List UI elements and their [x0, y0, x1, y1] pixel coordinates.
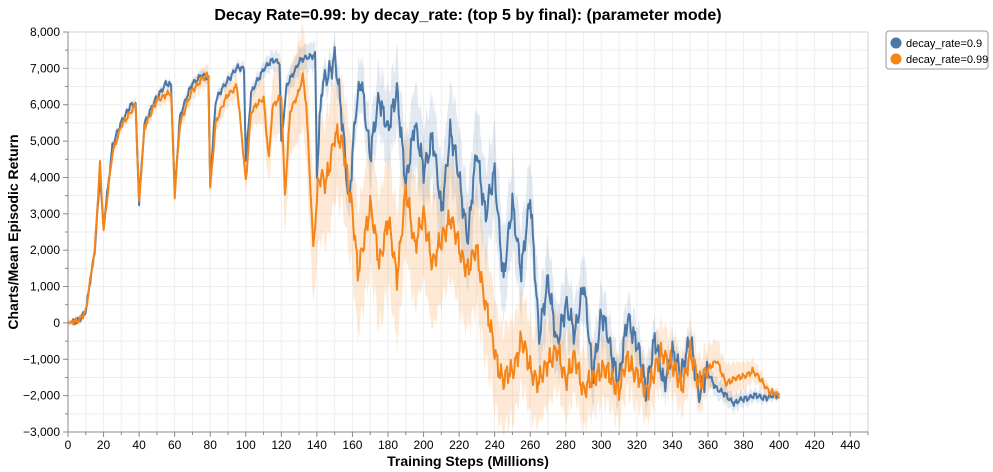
x-tick-label: 200 [414, 438, 434, 452]
x-tick-label: 420 [805, 438, 825, 452]
legend-swatch [890, 37, 902, 49]
series-line-decay-0-99 [67, 71, 781, 401]
x-tick-label: 400 [769, 438, 789, 452]
chart-title: Decay Rate=0.99: by decay_rate: (top 5 b… [214, 7, 721, 24]
x-tick-label: 40 [132, 438, 146, 452]
confidence-bands [68, 23, 780, 437]
x-tick-label: 260 [520, 438, 540, 452]
x-tick-label: 140 [307, 438, 327, 452]
y-tick-label: −3,000 [23, 425, 60, 439]
legend-label: decay_rate=0.9 [906, 38, 982, 50]
band-decay-0-9 [68, 30, 780, 421]
x-tick-label: 180 [378, 438, 398, 452]
legend: decay_rate=0.9 decay_rate=0.99 [885, 30, 989, 70]
y-tick-label: 2,000 [30, 243, 60, 257]
y-axis-title: Charts/Mean Episodic Return [5, 134, 21, 329]
x-tick-label: 60 [168, 438, 182, 452]
x-axis-title: Training Steps (Millions) [387, 453, 549, 469]
x-tick-label: 80 [204, 438, 218, 452]
x-tick-label: 20 [97, 438, 111, 452]
y-tick-label: 8,000 [30, 25, 60, 39]
legend-box [885, 30, 989, 70]
x-tick-label: 220 [449, 438, 469, 452]
y-tick-label: 5,000 [30, 134, 60, 148]
y-tick-label: −1,000 [23, 352, 60, 366]
y-tick-label: 4,000 [30, 170, 60, 184]
x-tick-label: 240 [485, 438, 505, 452]
x-tick-label: 320 [627, 438, 647, 452]
y-tick-label: 6,000 [30, 98, 60, 112]
axes: 0 20 40 60 80 100 120 140 160 180 200 220 240 260 280 3… [23, 25, 869, 452]
y-tick-label: 7,000 [30, 61, 60, 75]
x-tick-label: 0 [65, 438, 72, 452]
y-tick-label: 3,000 [30, 207, 60, 221]
x-tick-label: 100 [236, 438, 256, 452]
x-tick-label: 340 [662, 438, 682, 452]
x-tick-label: 300 [591, 438, 611, 452]
legend-swatch [890, 53, 902, 65]
band-decay-0-99 [68, 23, 780, 437]
x-tick-label: 440 [840, 438, 860, 452]
x-tick-label: 160 [342, 438, 362, 452]
y-tick-label: 1,000 [30, 280, 60, 294]
y-tick-label: 0 [53, 316, 60, 330]
x-tick-label: 360 [698, 438, 718, 452]
x-tick-label: 380 [734, 438, 754, 452]
x-tick-label: 120 [271, 438, 291, 452]
legend-label: decay_rate=0.99 [906, 54, 988, 66]
y-tick-label: −2,000 [23, 389, 60, 403]
x-tick-label: 280 [556, 438, 576, 452]
series-lines [67, 46, 781, 407]
